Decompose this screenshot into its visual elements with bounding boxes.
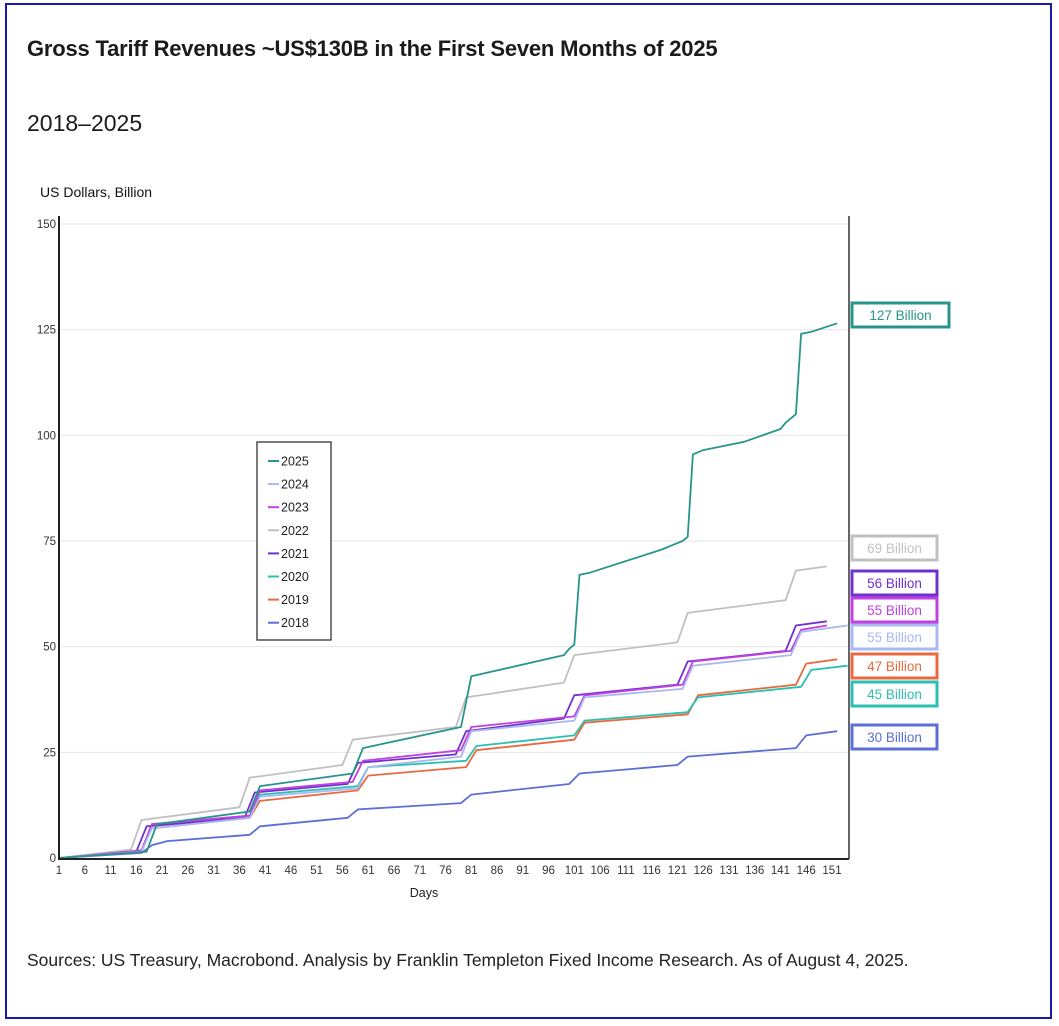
x-tick-label: 76 — [439, 865, 452, 877]
legend-item-2024: 2024 — [268, 478, 309, 492]
x-tick-label: 41 — [259, 865, 272, 877]
end-label-2020: 45 Billion — [850, 680, 939, 708]
end-label-2022: 69 Billion — [850, 534, 939, 562]
x-tick-label: 126 — [694, 865, 713, 877]
y-tick-label: 125 — [37, 325, 56, 337]
y-tick-label: 100 — [37, 430, 56, 442]
x-tick-label: 46 — [285, 865, 298, 877]
x-tick-label: 101 — [565, 865, 584, 877]
x-tick-label: 71 — [413, 865, 426, 877]
end-label-text: 30 Billion — [867, 730, 922, 745]
series-line-2025 — [58, 322, 838, 859]
x-tick-label: 31 — [207, 865, 220, 877]
legend-label: 2021 — [281, 547, 309, 561]
end-label-box — [850, 723, 939, 751]
legend-item-2023: 2023 — [268, 501, 309, 515]
series-line-2023 — [58, 624, 827, 859]
end-label-text: 45 Billion — [867, 687, 922, 702]
series-line-2022 — [58, 565, 827, 859]
legend-item-2019: 2019 — [268, 593, 309, 607]
legend-label: 2023 — [281, 501, 309, 515]
x-tick-label: 81 — [465, 865, 478, 877]
x-tick-label: 116 — [642, 865, 660, 877]
x-tick-label: 96 — [542, 865, 555, 877]
end-label-text: 56 Billion — [867, 576, 922, 591]
end-label-2024: 55 Billion — [850, 623, 939, 651]
legend-box — [256, 441, 332, 641]
y-axis-title: US Dollars, Billion — [40, 184, 153, 200]
legend-item-2021: 2021 — [268, 547, 309, 561]
end-label-text: 127 Billion — [869, 308, 931, 323]
x-tick-label: 121 — [668, 865, 687, 877]
x-axis-title: Days — [410, 886, 438, 900]
end-label-2021: 56 Billion — [850, 569, 939, 597]
x-tick-label: 131 — [719, 865, 738, 877]
legend-label: 2019 — [281, 593, 309, 607]
end-label-text: 55 Billion — [867, 630, 922, 645]
x-tick-label: 111 — [617, 865, 634, 877]
end-label-text: 69 Billion — [867, 541, 922, 556]
x-tick-label: 21 — [156, 865, 169, 877]
end-label-2025: 127 Billion — [850, 301, 951, 329]
end-label-box — [850, 596, 939, 624]
x-tick-label: 66 — [388, 865, 401, 877]
end-label-box — [850, 534, 939, 562]
legend-label: 2022 — [281, 524, 309, 538]
chart-title: Gross Tariff Revenues ~US$130B in the Fi… — [27, 36, 718, 61]
x-tick-label: 91 — [516, 865, 529, 877]
end-label-box — [850, 569, 939, 597]
x-tick-label: 61 — [362, 865, 375, 877]
gridlines — [59, 223, 848, 753]
y-tick-label: 50 — [43, 642, 56, 654]
y-tick-label: 150 — [37, 219, 56, 231]
end-label-2023: 55 Billion — [850, 596, 939, 624]
series-line-2018 — [58, 730, 838, 859]
series-line-2024 — [58, 624, 848, 859]
end-label-box — [850, 680, 939, 708]
legend-label: 2018 — [281, 616, 309, 630]
source-note: Sources: US Treasury, Macrobond. Analysi… — [27, 950, 909, 970]
end-label-2018: 30 Billion — [850, 723, 939, 751]
legend-label: 2025 — [281, 455, 309, 469]
x-tick-label: 56 — [336, 865, 349, 877]
x-tick-label: 151 — [822, 865, 841, 877]
legend-label: 2024 — [281, 478, 309, 492]
legend-item-2020: 2020 — [268, 570, 309, 584]
legend: 2025 2024 2023 2022 2021 2020 2019 2018 — [256, 441, 332, 641]
x-tick-label: 11 — [105, 865, 117, 877]
legend-item-2025: 2025 — [268, 455, 309, 469]
y-tick-label: 75 — [43, 536, 56, 548]
end-label-box — [850, 301, 951, 329]
chart-frame — [5, 3, 1052, 1019]
y-axis-ticks: 0 25 50 75 100 125 150 — [37, 219, 56, 865]
end-label-text: 55 Billion — [867, 603, 922, 618]
x-tick-label: 6 — [82, 865, 88, 877]
end-label-box — [850, 623, 939, 651]
end-label-box — [850, 652, 939, 680]
x-tick-label: 86 — [491, 865, 504, 877]
x-tick-label: 146 — [797, 865, 816, 877]
series-lines — [58, 322, 848, 859]
y-tick-label: 0 — [50, 853, 56, 865]
end-label-2019: 47 Billion — [850, 652, 939, 680]
x-tick-label: 36 — [233, 865, 246, 877]
legend-item-2022: 2022 — [268, 524, 309, 538]
end-label-text: 47 Billion — [867, 659, 922, 674]
x-tick-label: 136 — [745, 865, 764, 877]
x-tick-label: 26 — [181, 865, 194, 877]
legend-label: 2020 — [281, 570, 309, 584]
x-tick-label: 51 — [310, 865, 323, 877]
x-tick-label: 106 — [591, 865, 610, 877]
series-line-2020 — [58, 664, 848, 859]
end-labels: 30 Billion 47 Billion 45 Billion 56 Billion… — [850, 301, 951, 751]
legend-item-2018: 2018 — [268, 616, 309, 630]
y-tick-label: 25 — [43, 747, 56, 759]
x-axis-ticks: 1 6 11 16 21 26 31 36 41 46 51 56 61 66 71 76 81 86 91 96 10… — [56, 865, 842, 877]
x-tick-label: 1 — [56, 865, 62, 877]
x-tick-label: 141 — [771, 865, 790, 877]
x-tick-label: 16 — [130, 865, 143, 877]
chart-subtitle: 2018–2025 — [27, 110, 143, 136]
